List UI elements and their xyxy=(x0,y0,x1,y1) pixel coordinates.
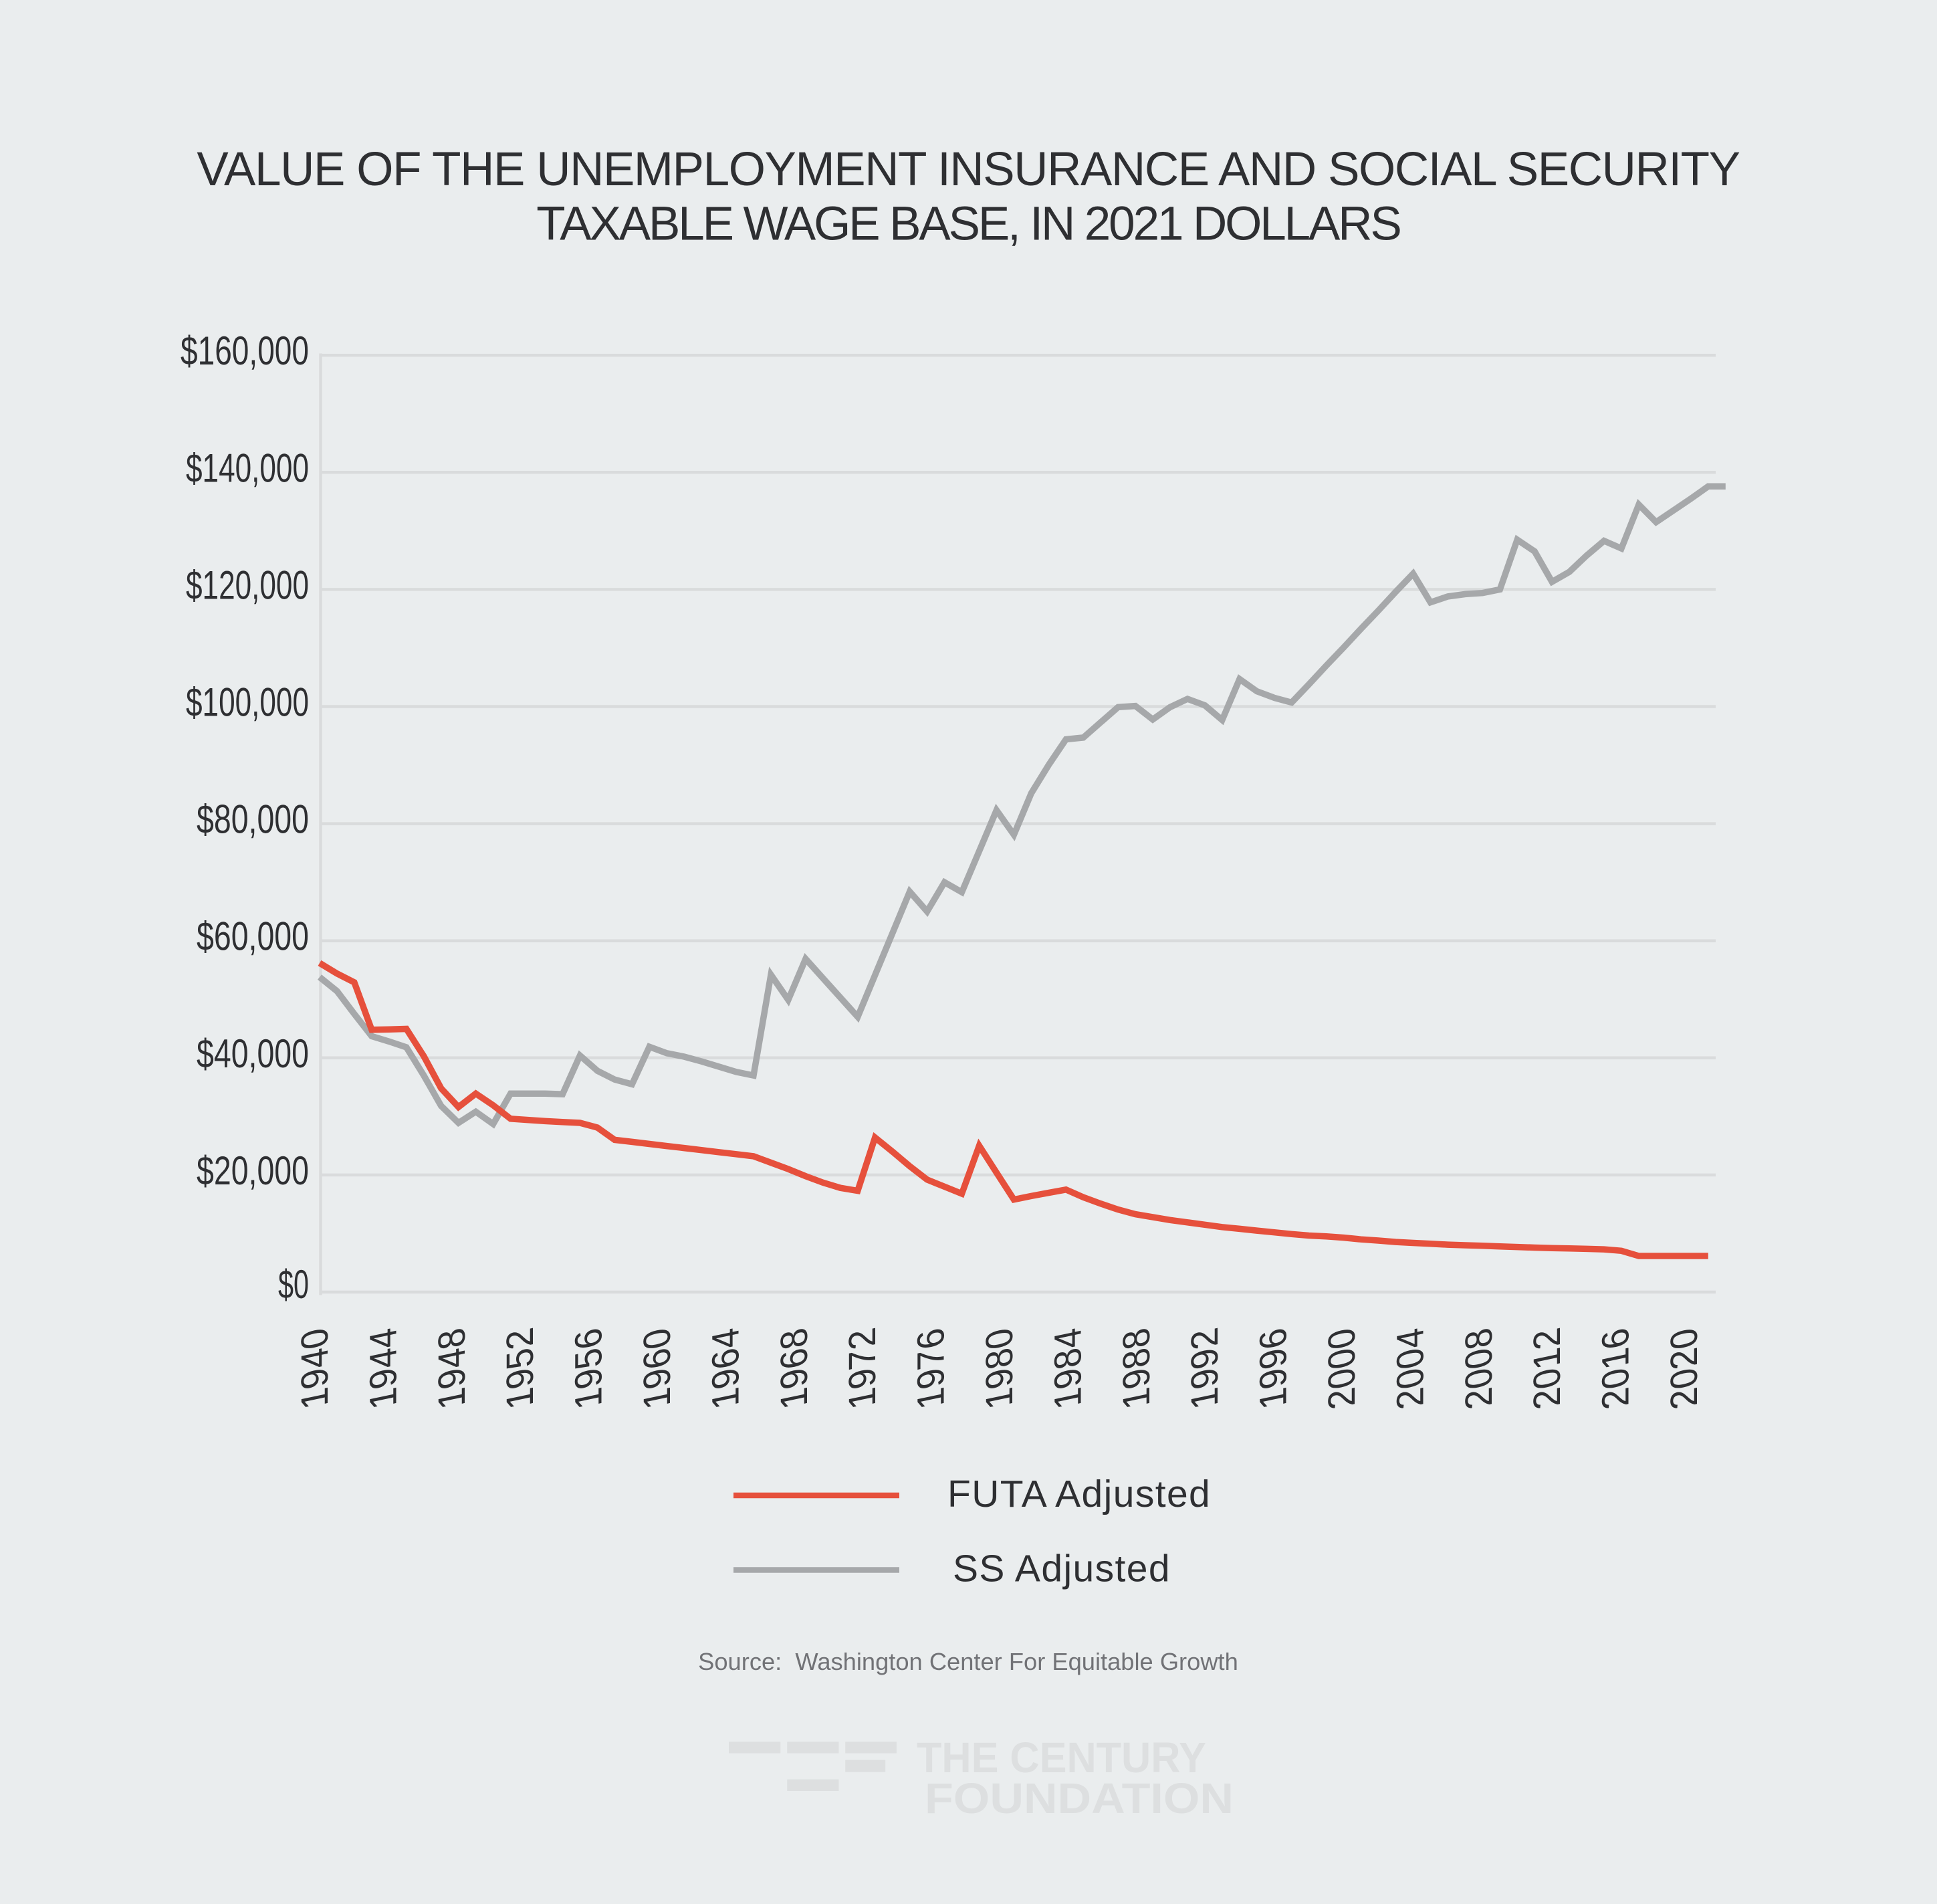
svg-text:2012: 2012 xyxy=(1526,1324,1569,1412)
svg-text:$80,000: $80,000 xyxy=(197,797,309,842)
svg-text:1968: 1968 xyxy=(773,1324,815,1412)
svg-text:1964: 1964 xyxy=(705,1324,747,1412)
svg-text:2008: 2008 xyxy=(1458,1324,1500,1412)
svg-text:1956: 1956 xyxy=(568,1324,610,1412)
svg-text:FUTA Adjusted: FUTA Adjusted xyxy=(947,1473,1211,1515)
svg-text:$120,000: $120,000 xyxy=(186,562,309,607)
svg-text:VALUE OF THE UNEMPLOYMENT INSU: VALUE OF THE UNEMPLOYMENT INSURANCE AND … xyxy=(197,143,1739,196)
svg-text:2020: 2020 xyxy=(1664,1324,1706,1412)
svg-text:$60,000: $60,000 xyxy=(197,914,309,959)
svg-text:$160,000: $160,000 xyxy=(181,328,309,373)
svg-text:1980: 1980 xyxy=(979,1324,1021,1412)
svg-text:1992: 1992 xyxy=(1184,1324,1226,1412)
svg-text:SS Adjusted: SS Adjusted xyxy=(953,1548,1171,1590)
svg-text:1948: 1948 xyxy=(431,1324,473,1412)
svg-text:$100,000: $100,000 xyxy=(186,680,309,725)
svg-text:1988: 1988 xyxy=(1115,1324,1157,1412)
svg-text:1952: 1952 xyxy=(499,1324,542,1412)
svg-text:$140,000: $140,000 xyxy=(186,445,309,490)
svg-text:THE CENTURY: THE CENTURY xyxy=(917,1733,1206,1782)
svg-text:2004: 2004 xyxy=(1389,1324,1432,1412)
svg-text:1984: 1984 xyxy=(1047,1324,1089,1412)
svg-text:1944: 1944 xyxy=(362,1324,405,1412)
svg-text:$40,000: $40,000 xyxy=(197,1031,309,1076)
svg-text:FOUNDATION: FOUNDATION xyxy=(925,1774,1234,1822)
svg-text:1996: 1996 xyxy=(1252,1324,1294,1412)
svg-text:$0: $0 xyxy=(278,1262,309,1307)
svg-text:Source: Washington Center For: Source: Washington Center For Equitable … xyxy=(698,1648,1238,1675)
svg-text:1940: 1940 xyxy=(294,1324,336,1412)
svg-text:1972: 1972 xyxy=(842,1324,884,1412)
svg-text:2016: 2016 xyxy=(1595,1324,1637,1412)
svg-text:2000: 2000 xyxy=(1321,1324,1363,1412)
svg-text:$20,000: $20,000 xyxy=(197,1148,309,1193)
svg-text:1960: 1960 xyxy=(637,1324,679,1412)
svg-text:TAXABLE WAGE BASE, IN 2021 DOL: TAXABLE WAGE BASE, IN 2021 DOLLARS xyxy=(536,198,1400,251)
svg-text:1976: 1976 xyxy=(910,1324,952,1412)
